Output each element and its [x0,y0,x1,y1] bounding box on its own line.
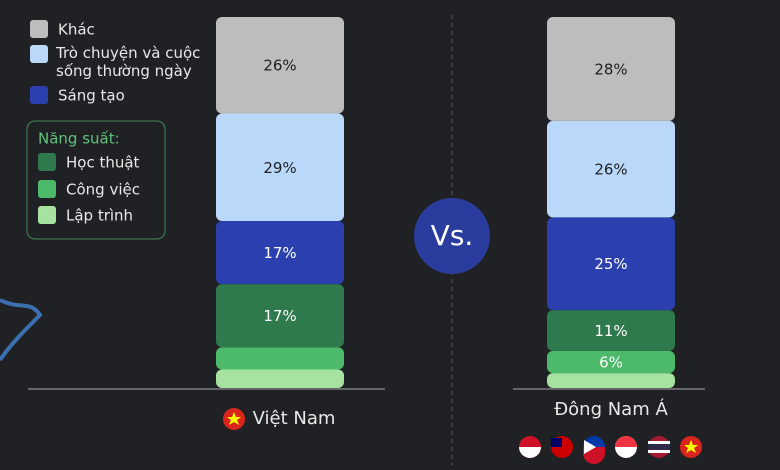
bar-segment [547,217,675,311]
legend-swatch [30,45,48,63]
bar-segment [547,350,675,374]
legend-group-box [26,120,166,240]
bar-segment [547,120,675,218]
value-label: 25% [594,255,627,273]
legend-swatch [30,86,48,104]
flags [519,436,702,464]
bar-segment [547,310,675,351]
bar-segment [216,17,344,114]
value-label: 11% [594,322,627,340]
legend-label: Khác [58,21,95,39]
vs-label: Vs. [431,219,474,252]
value-label: 17% [263,244,296,262]
bar-segment [216,221,344,285]
legend-label: Học thuật [66,154,140,172]
legend-swatch [38,180,56,198]
category-label: Đông Nam Á [554,398,668,420]
bar-segment [216,347,344,370]
value-label: 26% [263,57,296,75]
value-label: 28% [594,60,627,78]
legend-label-box: Trò chuyện và cuộc sống thường ngày [56,44,201,80]
vs-badge [414,198,490,274]
flag-vn [223,408,245,430]
bar-segment [216,369,344,388]
value-label: 6% [599,354,623,372]
value-label: 26% [594,161,627,179]
bar-segment [216,113,344,222]
legend-label: Trò chuyện và cuộc sống thường ngày [56,44,201,80]
legend-swatch [30,20,48,38]
legend-label: Lập trình [66,207,133,225]
category-label: Việt Nam [253,408,336,429]
legend-swatch [38,153,56,171]
value-label: 17% [263,307,296,325]
decoration [0,298,43,362]
bar-segment [547,17,675,121]
legend-swatch [38,206,56,224]
bar-segment [547,373,675,388]
value-label: 29% [263,159,296,177]
bar-segment [216,284,344,348]
legend-label: Sáng tạo [58,87,125,105]
legend-group-title: Năng suất: [38,130,120,148]
legend-label: Công việc [66,181,140,199]
